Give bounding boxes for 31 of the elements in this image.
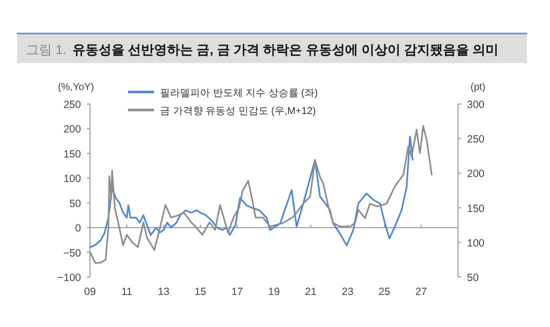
y2-tick-label: 300 (467, 99, 485, 111)
y-tick-label: −50 (63, 247, 82, 260)
y-axis-title: (%,YoY) (58, 82, 94, 93)
line-series (89, 136, 414, 248)
legend-label: 필라델피아 반도체 지수 상승률 (좌) (160, 88, 318, 99)
x-tick-label: 17 (231, 286, 244, 298)
y-tick-label: 50 (69, 198, 82, 210)
x-tick-label: 21 (304, 286, 317, 298)
x-tick-label: 27 (415, 286, 428, 298)
y2-axis-title: (pt) (470, 82, 486, 93)
x-tick-label: 13 (158, 286, 170, 298)
y2-tick-label: 50 (467, 272, 479, 284)
y-tick-label: 100 (63, 173, 82, 186)
chart-title: 그림 1. 유동성을 선반영하는 금, 금 가격 하락은 유동성에 이상이 감지됐음을 의미 (26, 42, 499, 57)
y-tick-label: 150 (63, 148, 82, 160)
y-tick-label: −100 (57, 272, 82, 284)
y2-tick-label: 150 (467, 202, 485, 215)
y-tick-label: 250 (63, 99, 82, 111)
y2-tick-label: 100 (467, 237, 485, 250)
x-tick-label: 11 (121, 286, 132, 298)
x-tick-label: 25 (378, 286, 390, 298)
line-series (89, 125, 432, 264)
x-tick-label: 19 (268, 286, 280, 298)
y-tick-label: 0 (75, 222, 82, 235)
legend-label: 금 가격향 유동성 민감도 (우,M+12) (160, 106, 316, 117)
x-tick-label: 09 (84, 286, 96, 298)
x-tick-label: 15 (194, 286, 206, 298)
x-tick-label: 23 (342, 286, 354, 298)
y-tick-label: 200 (63, 124, 82, 136)
y2-tick-label: 250 (467, 134, 485, 146)
y2-tick-label: 200 (467, 168, 485, 180)
